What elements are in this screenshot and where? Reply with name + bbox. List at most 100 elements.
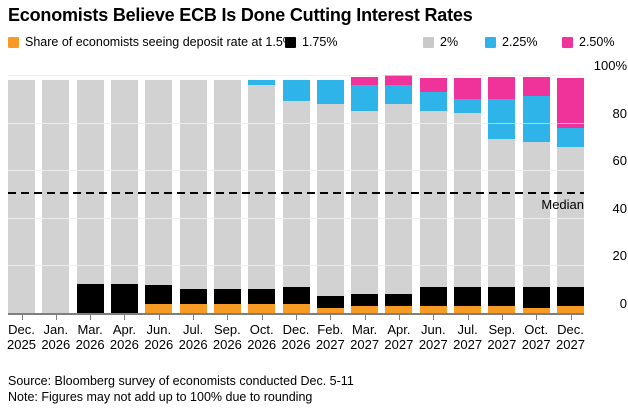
x-tick-label: Jan. 2026	[36, 322, 76, 352]
stacked-bar	[179, 79, 207, 313]
bar-segment	[248, 289, 276, 304]
legend-item: 2%	[423, 35, 458, 49]
bar-segment	[213, 79, 241, 290]
bar-segment	[316, 79, 344, 104]
bar-segment	[76, 79, 104, 285]
legend-swatch-icon	[562, 36, 573, 48]
bar-segment	[488, 139, 516, 287]
x-tick-label: Sep. 2026	[207, 322, 247, 352]
bar-segment	[419, 77, 447, 92]
x-label-year: 2025	[7, 337, 36, 352]
stacked-bar	[110, 79, 138, 313]
bar-segment	[351, 110, 379, 295]
x-tick	[158, 315, 160, 320]
bar-segment	[522, 308, 550, 313]
x-label-month: Jun.	[421, 322, 446, 337]
x-label-year: 2026	[41, 337, 71, 352]
bar-segment	[385, 294, 413, 306]
stacked-bar	[76, 79, 104, 313]
stacked-bar	[8, 79, 35, 313]
stacked-bar	[385, 75, 413, 313]
bar-segment	[282, 79, 310, 102]
x-tick-label: Jul. 2026	[173, 322, 213, 352]
bar-segment	[557, 127, 584, 147]
bar-segment	[8, 79, 35, 313]
x-label-month: Dec.	[282, 322, 310, 337]
bar-segment	[42, 79, 70, 313]
x-label-month: Apr.	[112, 322, 136, 337]
x-label-month: Sep.	[214, 322, 241, 337]
x-tick	[398, 315, 400, 320]
bar-segment	[282, 286, 310, 304]
x-label-year: 2027	[487, 337, 517, 352]
x-label-year: 2026	[212, 337, 242, 352]
x-tick	[124, 315, 126, 320]
x-tick-label: Oct. 2027	[516, 322, 556, 352]
bar-segment	[557, 77, 584, 128]
bar-segment	[76, 284, 104, 313]
x-tick-label: Jul. 2027	[448, 322, 488, 352]
x-label-year: 2026	[75, 337, 105, 352]
x-label-month: Oct.	[249, 322, 274, 337]
rounding-note: Note: Figures may not add up to 100% due…	[8, 389, 313, 404]
x-tick	[433, 315, 435, 320]
y-tick-label: 60	[612, 153, 627, 169]
x-label-year: 2026	[281, 337, 311, 352]
x-tick-label: Feb. 2027	[310, 322, 350, 352]
bar-segment	[145, 79, 173, 285]
bar-segment	[522, 286, 550, 309]
x-tick	[296, 315, 297, 320]
x-label-month: Dec.	[8, 322, 35, 337]
stacked-bar	[213, 79, 241, 313]
x-tick-label: Apr. 2027	[379, 322, 419, 352]
stacked-bar	[557, 77, 584, 313]
x-tick	[227, 315, 229, 320]
x-tick	[90, 315, 92, 320]
stacked-bar	[145, 79, 173, 313]
legend-item: 2.25%	[485, 35, 537, 49]
gridline-overlay	[8, 265, 584, 267]
legend-label: 2%	[440, 35, 459, 49]
bar-segment	[248, 79, 276, 85]
y-tick-label: 0	[619, 296, 627, 311]
x-tick	[501, 315, 503, 320]
y-tick-label: 40	[612, 200, 627, 216]
x-tick-label: Mar. 2027	[345, 322, 385, 352]
bar-segment	[145, 284, 173, 304]
x-label-month: Oct.	[524, 322, 549, 337]
stacked-bar	[316, 79, 344, 313]
x-label-year: 2027	[453, 337, 483, 352]
legend-swatch-icon	[423, 36, 434, 48]
x-tick-label: Oct. 2026	[242, 322, 282, 352]
legend-label: 2.50%	[579, 35, 615, 49]
legend-item: 2.50%	[562, 35, 614, 49]
bar-segment	[316, 296, 344, 309]
bar-segment	[213, 289, 241, 304]
x-tick	[364, 315, 366, 320]
x-tick-label: Apr. 2026	[104, 322, 144, 352]
x-axis-line	[8, 313, 584, 315]
stacked-bar	[522, 77, 550, 313]
bar-segment	[110, 79, 138, 285]
x-label-month: Mar.	[77, 322, 103, 337]
legend-swatch-icon	[485, 36, 496, 48]
x-tick-label: Jun. 2026	[139, 322, 179, 352]
bar-segment	[248, 303, 276, 313]
x-tick	[330, 315, 332, 320]
x-tick	[193, 315, 195, 320]
bar-segment	[419, 110, 447, 287]
bar-segment	[522, 77, 550, 97]
bar-segment	[488, 286, 516, 306]
stacked-bar	[248, 79, 276, 313]
bar-segment	[557, 305, 584, 313]
x-label-month: Jan.	[43, 322, 69, 337]
bar-segment	[557, 146, 584, 287]
x-label-year: 2026	[247, 337, 277, 352]
x-label-year: 2027	[556, 337, 585, 352]
bar-segment	[419, 286, 447, 306]
bar-segment	[385, 84, 413, 104]
x-label-year: 2027	[350, 337, 380, 352]
chart-title: Economists Believe ECB Is Done Cutting I…	[8, 5, 473, 25]
stacked-bar	[282, 79, 310, 313]
x-label-year: 2027	[521, 337, 551, 352]
